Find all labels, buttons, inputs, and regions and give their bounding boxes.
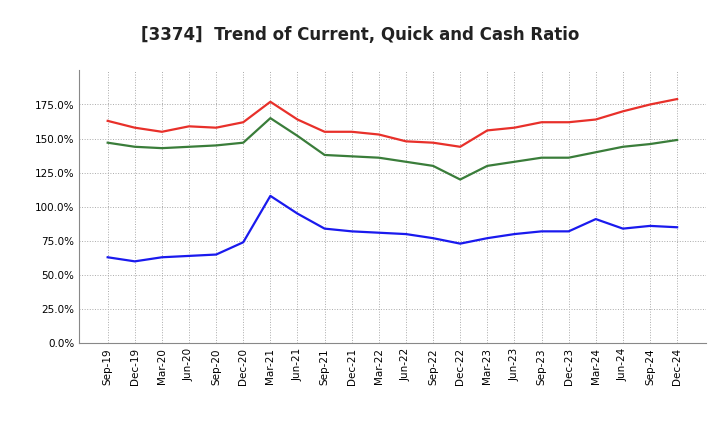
Quick Ratio [348, 154, 356, 159]
Cash Ratio [104, 255, 112, 260]
Cash Ratio [239, 240, 248, 245]
Current Ratio [266, 99, 275, 104]
Current Ratio [320, 129, 329, 135]
Current Ratio [618, 109, 627, 114]
Quick Ratio [374, 155, 383, 160]
Cash Ratio [537, 229, 546, 234]
Current Ratio [212, 125, 220, 130]
Text: [3374]  Trend of Current, Quick and Cash Ratio: [3374] Trend of Current, Quick and Cash … [141, 26, 579, 44]
Quick Ratio [104, 140, 112, 145]
Cash Ratio [320, 226, 329, 231]
Quick Ratio [646, 141, 654, 147]
Cash Ratio [158, 255, 166, 260]
Cash Ratio [374, 230, 383, 235]
Current Ratio [185, 124, 194, 129]
Quick Ratio [212, 143, 220, 148]
Current Ratio [293, 117, 302, 122]
Cash Ratio [293, 211, 302, 216]
Quick Ratio [618, 144, 627, 150]
Cash Ratio [483, 235, 492, 241]
Current Ratio [158, 129, 166, 135]
Cash Ratio [672, 224, 681, 230]
Current Ratio [130, 125, 139, 130]
Quick Ratio [266, 115, 275, 121]
Quick Ratio [564, 155, 573, 160]
Quick Ratio [185, 144, 194, 150]
Quick Ratio [320, 152, 329, 158]
Current Ratio [537, 120, 546, 125]
Current Ratio [374, 132, 383, 137]
Current Ratio [402, 139, 410, 144]
Quick Ratio [456, 177, 464, 182]
Quick Ratio [510, 159, 518, 165]
Quick Ratio [428, 163, 437, 169]
Quick Ratio [130, 144, 139, 150]
Quick Ratio [402, 159, 410, 165]
Current Ratio [646, 102, 654, 107]
Quick Ratio [672, 137, 681, 143]
Cash Ratio [591, 216, 600, 222]
Cash Ratio [646, 223, 654, 228]
Quick Ratio [158, 146, 166, 151]
Quick Ratio [537, 155, 546, 160]
Cash Ratio [456, 241, 464, 246]
Quick Ratio [293, 133, 302, 139]
Cash Ratio [212, 252, 220, 257]
Line: Current Ratio: Current Ratio [108, 99, 677, 147]
Cash Ratio [618, 226, 627, 231]
Quick Ratio [239, 140, 248, 145]
Quick Ratio [591, 150, 600, 155]
Cash Ratio [564, 229, 573, 234]
Cash Ratio [266, 193, 275, 198]
Cash Ratio [185, 253, 194, 259]
Current Ratio [483, 128, 492, 133]
Current Ratio [348, 129, 356, 135]
Cash Ratio [348, 229, 356, 234]
Current Ratio [591, 117, 600, 122]
Current Ratio [456, 144, 464, 150]
Current Ratio [510, 125, 518, 130]
Current Ratio [564, 120, 573, 125]
Line: Cash Ratio: Cash Ratio [108, 196, 677, 261]
Current Ratio [428, 140, 437, 145]
Current Ratio [104, 118, 112, 124]
Cash Ratio [428, 235, 437, 241]
Cash Ratio [510, 231, 518, 237]
Current Ratio [672, 96, 681, 102]
Current Ratio [239, 120, 248, 125]
Line: Quick Ratio: Quick Ratio [108, 118, 677, 180]
Quick Ratio [483, 163, 492, 169]
Cash Ratio [402, 231, 410, 237]
Cash Ratio [130, 259, 139, 264]
